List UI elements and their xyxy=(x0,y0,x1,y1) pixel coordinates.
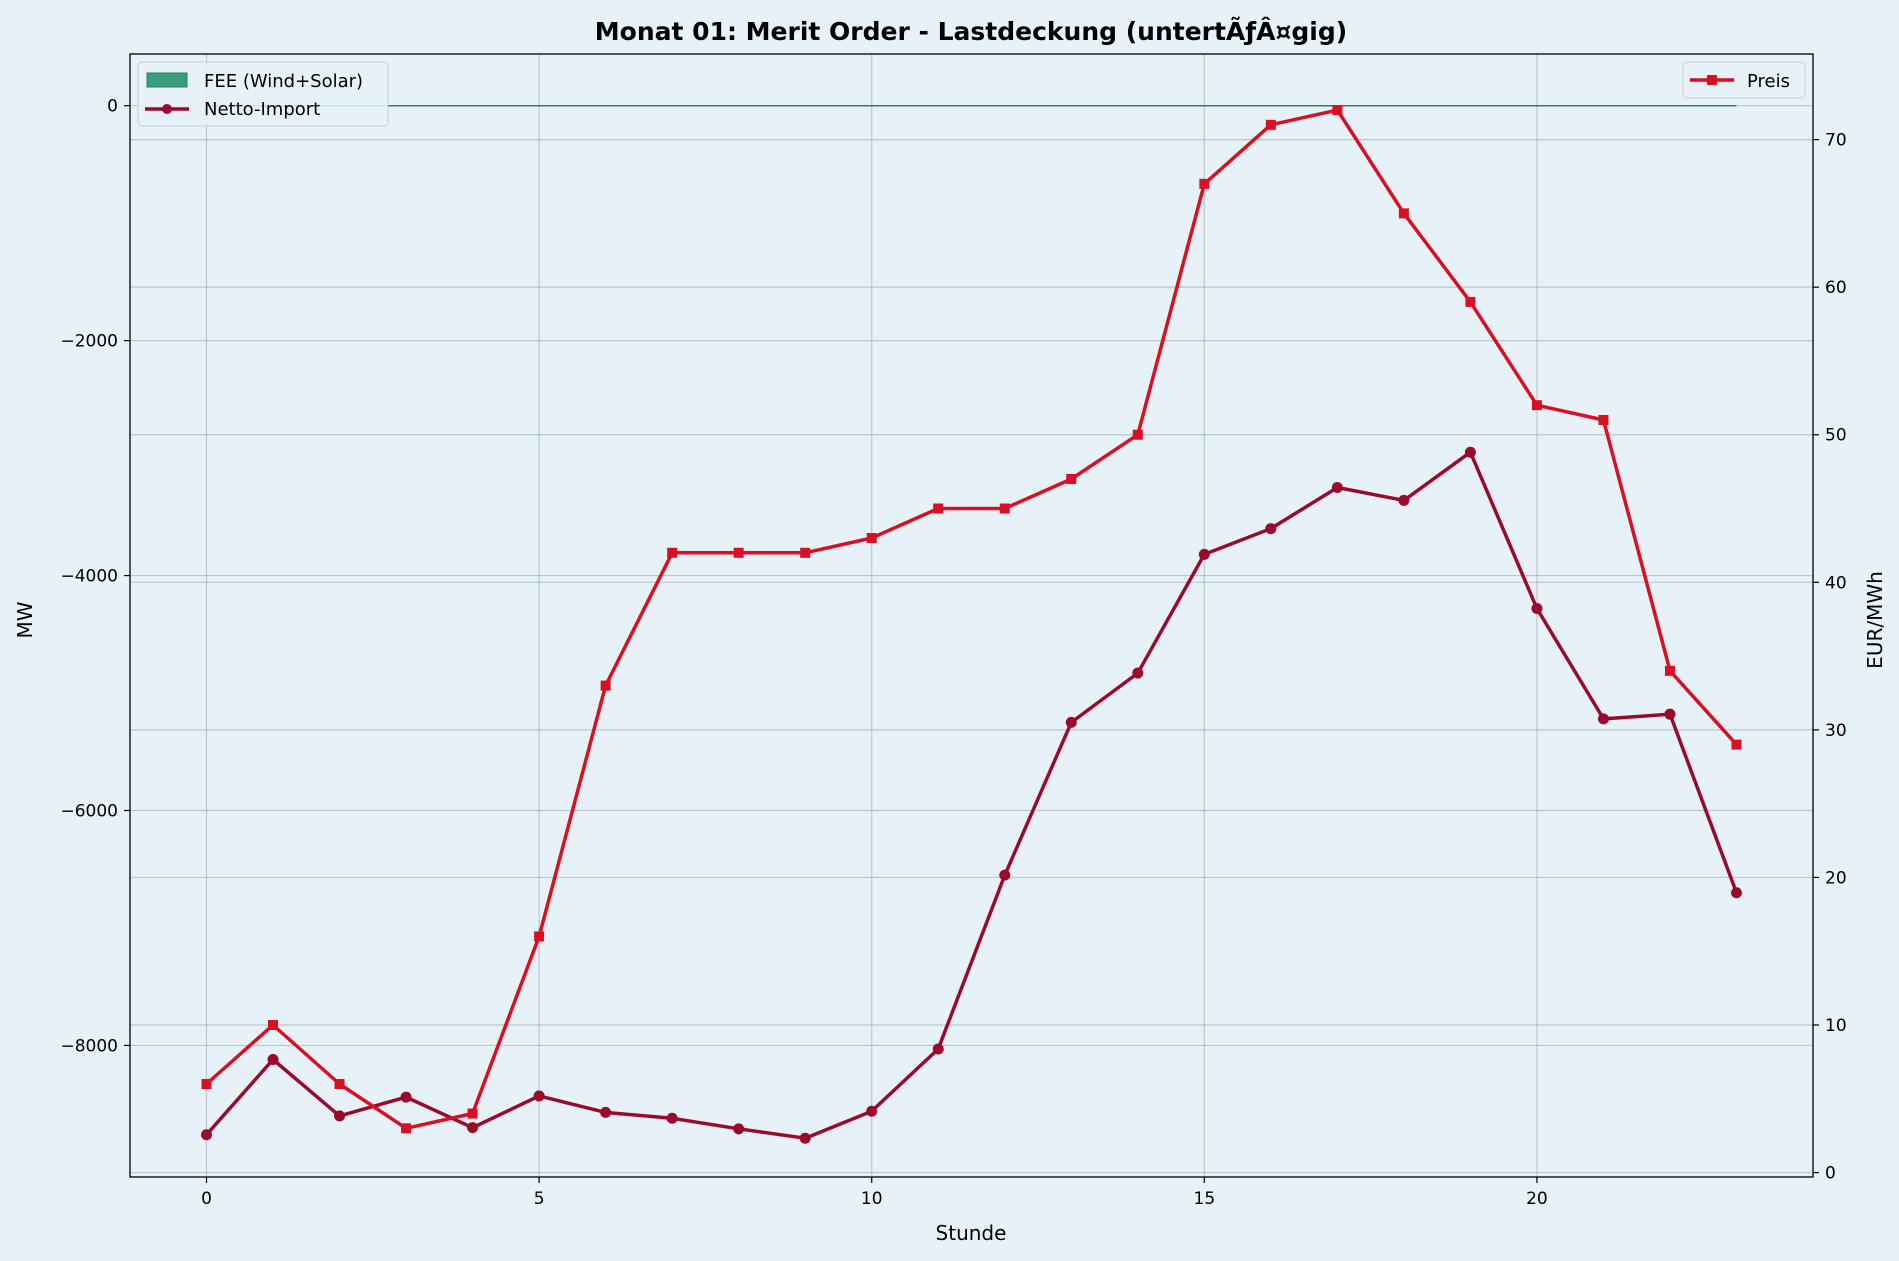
import-point xyxy=(1731,887,1742,899)
price-point xyxy=(866,533,877,544)
price-point xyxy=(600,680,611,691)
price-point xyxy=(1731,739,1742,750)
import-point xyxy=(1065,716,1077,728)
y-axis-right-label: EUR/MWh xyxy=(1863,571,1887,669)
price-point xyxy=(268,1020,279,1031)
import-point xyxy=(334,1110,346,1122)
import-point xyxy=(866,1105,878,1117)
x-tick-label: 15 xyxy=(1194,1189,1216,1209)
x-tick-label: 10 xyxy=(861,1189,883,1209)
price-point xyxy=(933,503,944,514)
price-point xyxy=(1531,400,1542,411)
y-right-tick-label: 30 xyxy=(1825,721,1847,741)
y-right-tick-label: 0 xyxy=(1825,1164,1836,1184)
price-point xyxy=(1332,105,1343,116)
price-point xyxy=(1199,178,1210,189)
import-point xyxy=(1331,481,1343,493)
import-series-line xyxy=(205,450,1739,1140)
y-left-tick-label: −4000 xyxy=(60,567,118,587)
legend-import-label: Netto-Import xyxy=(204,99,320,120)
price-point xyxy=(1398,208,1409,219)
import-point xyxy=(201,1129,212,1141)
import-point xyxy=(799,1132,811,1144)
price-series-line xyxy=(205,108,1738,1131)
legend-left-box xyxy=(137,61,389,127)
y-left-tick-label: 0 xyxy=(107,97,118,117)
import-point xyxy=(533,1090,545,1102)
legend-price-label: Preis xyxy=(1747,71,1790,92)
y-right-tick-label: 70 xyxy=(1825,131,1847,151)
price-point xyxy=(1465,296,1476,307)
import-point xyxy=(400,1091,412,1103)
x-axis-label: Stunde xyxy=(936,1221,1007,1245)
import-point xyxy=(600,1106,612,1118)
legend-import-marker xyxy=(162,104,172,114)
y-left-tick-label: −6000 xyxy=(60,801,118,821)
price-point xyxy=(1664,665,1675,676)
y-left-tick-label: −2000 xyxy=(60,332,118,352)
chart-title: Monat 01: Merit Order - Lastdeckung (unt… xyxy=(595,17,1347,46)
plot-frame xyxy=(129,53,1814,1178)
legend-right: Preis xyxy=(1682,61,1806,99)
price-point xyxy=(401,1123,412,1134)
import-point xyxy=(1531,602,1543,614)
axis-layer: 0 5 10 15 20 0 −2000 −4000 −6000 −8000 0 10 20 30 40 50… xyxy=(60,97,1846,1209)
price-point xyxy=(334,1079,345,1090)
y-left-tick-label: −8000 xyxy=(60,1036,118,1056)
price-point xyxy=(1265,119,1276,130)
price-point xyxy=(1598,414,1609,425)
import-point xyxy=(999,869,1011,881)
price-point xyxy=(1066,473,1077,484)
price-point xyxy=(733,547,744,558)
y-right-tick-label: 10 xyxy=(1825,1016,1847,1036)
legend-fee-swatch xyxy=(146,72,188,88)
plot-area xyxy=(130,54,1813,1177)
y-right-tick-label: 60 xyxy=(1825,278,1847,298)
import-point xyxy=(267,1054,279,1066)
y-right-tick-label: 50 xyxy=(1825,426,1847,446)
legend-right-box xyxy=(1682,61,1806,99)
import-point xyxy=(1265,523,1277,535)
import-point xyxy=(1198,548,1210,560)
price-point xyxy=(201,1079,212,1090)
legend-left: FEE (Wind+Solar) Netto-Import xyxy=(137,61,389,127)
import-point xyxy=(666,1112,678,1124)
legend-price-marker xyxy=(1707,75,1717,85)
price-point xyxy=(667,547,678,558)
import-point xyxy=(733,1123,745,1135)
legend-fee-label: FEE (Wind+Solar) xyxy=(204,71,363,92)
y-right-tick-label: 40 xyxy=(1825,573,1847,593)
y-right-tick-label: 20 xyxy=(1825,868,1847,888)
price-point xyxy=(999,503,1010,514)
price-point xyxy=(1132,429,1143,440)
y-axis-left-label: MW xyxy=(13,601,37,638)
x-tick-label: 20 xyxy=(1526,1189,1548,1209)
import-point xyxy=(1664,708,1676,720)
import-point xyxy=(467,1122,479,1134)
series-layer xyxy=(201,104,1742,1144)
import-point xyxy=(1464,446,1476,458)
price-point xyxy=(534,931,545,942)
x-tick-label: 5 xyxy=(534,1189,545,1209)
import-point xyxy=(1132,667,1144,679)
import-point xyxy=(932,1043,944,1055)
x-tick-label: 0 xyxy=(201,1189,212,1209)
import-point xyxy=(1398,494,1410,506)
price-point xyxy=(467,1108,478,1119)
import-point xyxy=(1597,713,1609,725)
price-point xyxy=(800,547,811,558)
